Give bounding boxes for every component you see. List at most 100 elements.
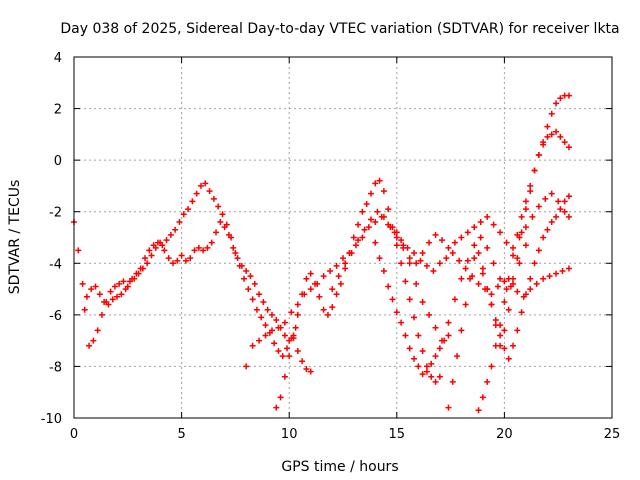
data-point: [531, 260, 538, 267]
data-point: [411, 249, 418, 256]
data-point: [279, 353, 286, 360]
data-point: [284, 345, 291, 352]
data-point: [542, 195, 549, 202]
data-point: [443, 255, 450, 262]
data-point: [555, 198, 562, 205]
data-point: [535, 247, 542, 254]
data-point: [180, 211, 187, 218]
x-axis: 0 5 10 15 20 25: [70, 57, 620, 442]
data-point: [98, 311, 105, 318]
data-point: [451, 239, 458, 246]
data-point: [398, 319, 405, 326]
data-point: [150, 242, 157, 249]
series-arc-8: [475, 92, 572, 414]
data-point: [436, 373, 443, 380]
data-point: [458, 327, 465, 334]
data-point: [299, 291, 306, 298]
data-point: [167, 231, 174, 238]
data-point: [535, 203, 542, 210]
data-point: [342, 260, 349, 267]
data-point: [230, 244, 237, 251]
series-arc-5: [329, 190, 572, 293]
data-point: [247, 273, 254, 280]
data-point: [438, 337, 445, 344]
data-point: [232, 249, 239, 256]
data-point: [484, 244, 491, 251]
data-point: [217, 219, 224, 226]
data-point: [497, 229, 504, 236]
data-point: [436, 260, 443, 267]
data-point: [464, 229, 471, 236]
data-point: [540, 139, 547, 146]
y-tick-label: -2: [49, 206, 62, 221]
data-point: [501, 298, 508, 305]
data-point: [540, 234, 547, 241]
series-arc-9: [393, 229, 529, 344]
data-point: [228, 234, 235, 241]
data-point: [380, 188, 387, 195]
data-point: [355, 221, 362, 228]
data-point: [479, 394, 486, 401]
data-point: [329, 304, 336, 311]
y-tick-label: 4: [54, 51, 62, 66]
data-point: [565, 92, 572, 99]
data-point: [561, 198, 568, 205]
data-point: [494, 283, 501, 290]
data-point: [419, 371, 426, 378]
data-point: [159, 242, 166, 249]
x-tick-label: 10: [281, 427, 298, 442]
y-axis: -10 -8 -6 -4 -2 0 2 4: [41, 51, 612, 427]
x-tick-label: 0: [70, 427, 78, 442]
data-point: [333, 291, 340, 298]
data-point: [484, 286, 491, 293]
data-point: [484, 378, 491, 385]
data-point: [303, 275, 310, 282]
data-point: [94, 327, 101, 334]
data-point: [492, 317, 499, 324]
data-point: [544, 133, 551, 140]
data-point: [307, 286, 314, 293]
data-point: [161, 247, 168, 254]
data-point: [510, 275, 517, 282]
data-point: [79, 280, 86, 287]
data-point: [154, 239, 161, 246]
data-point: [544, 226, 551, 233]
data-point: [275, 324, 282, 331]
data-point: [294, 311, 301, 318]
data-point: [522, 198, 529, 205]
data-point: [471, 242, 478, 249]
data-point: [510, 280, 517, 287]
data-point: [286, 353, 293, 360]
data-point: [204, 244, 211, 251]
data-point: [449, 249, 456, 256]
data-point: [531, 167, 538, 174]
data-point: [522, 291, 529, 298]
data-point: [398, 237, 405, 244]
data-point: [197, 182, 204, 189]
data-point: [428, 360, 435, 367]
data-point: [268, 311, 275, 318]
data-point: [294, 301, 301, 308]
data-point: [335, 273, 342, 280]
data-point: [445, 332, 452, 339]
grid-lines: [74, 57, 612, 418]
data-point: [385, 283, 392, 290]
data-point: [324, 311, 331, 318]
data-point: [249, 342, 256, 349]
data-point: [505, 355, 512, 362]
data-point: [565, 213, 572, 220]
data-point: [350, 234, 357, 241]
data-point: [243, 268, 250, 275]
data-point: [320, 306, 327, 313]
data-point: [234, 255, 241, 262]
data-point: [488, 301, 495, 308]
data-point: [256, 337, 263, 344]
data-point: [165, 255, 172, 262]
data-point: [264, 306, 271, 313]
data-point: [258, 314, 265, 321]
data-point: [292, 324, 299, 331]
data-point: [477, 219, 484, 226]
data-point: [367, 190, 374, 197]
data-point: [454, 353, 461, 360]
y-tick-label: -6: [49, 309, 62, 324]
